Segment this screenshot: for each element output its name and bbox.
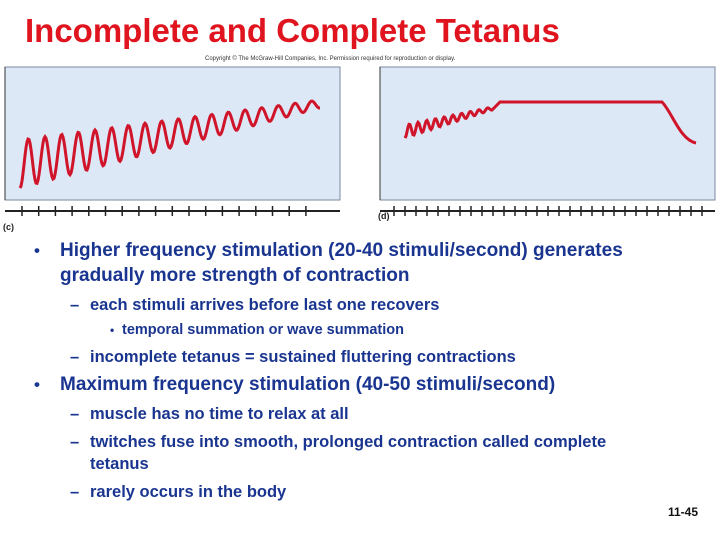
- bullet-text: incomplete tetanus = sustained flutterin…: [90, 348, 516, 366]
- bullet-level-3: temporal summation or wave summation: [110, 320, 642, 340]
- bullet-level-2: twitches fuse into smooth, prolonged con…: [70, 431, 650, 475]
- bullet-text: Higher frequency stimulation (20-40 stim…: [60, 240, 623, 286]
- bullet-level-2: muscle has no time to relax at all: [70, 403, 650, 425]
- bullet-level-1: Higher frequency stimulation (20-40 stim…: [34, 238, 700, 368]
- bullet-level-2: each stimuli arrives before last one rec…: [70, 294, 650, 340]
- contraction-curve: [403, 100, 697, 145]
- panel-c: [4, 66, 341, 201]
- bullet-text: muscle has no time to relax at all: [90, 405, 349, 423]
- panel-label: (d): [378, 211, 390, 221]
- bullet-text: twitches fuse into smooth, prolonged con…: [90, 433, 607, 473]
- bullet-level-1: Maximum frequency stimulation (40-50 sti…: [34, 372, 700, 503]
- panel-label: (c): [3, 222, 14, 232]
- bullet-text: Maximum frequency stimulation (40-50 sti…: [60, 374, 556, 395]
- bullet-level-2: rarely occurs in the body: [70, 481, 650, 503]
- stimulus-ticks: [21, 206, 703, 216]
- slide-title: Incomplete and Complete Tetanus: [25, 12, 560, 49]
- panel-d: [379, 66, 716, 201]
- bullet-level-2: incomplete tetanus = sustained flutterin…: [70, 346, 650, 368]
- bullet-text: rarely occurs in the body: [90, 483, 287, 501]
- bullet-text: each stimuli arrives before last one rec…: [90, 296, 440, 314]
- contraction-curve: [18, 99, 320, 189]
- copyright: Copyright © The McGraw-Hill Companies, I…: [205, 56, 456, 62]
- slide-number: 11-45: [668, 505, 699, 519]
- figure: [4, 66, 716, 216]
- bullet-list: Higher frequency stimulation (20-40 stim…: [0, 234, 720, 503]
- bullet-text: temporal summation or wave summation: [122, 322, 405, 338]
